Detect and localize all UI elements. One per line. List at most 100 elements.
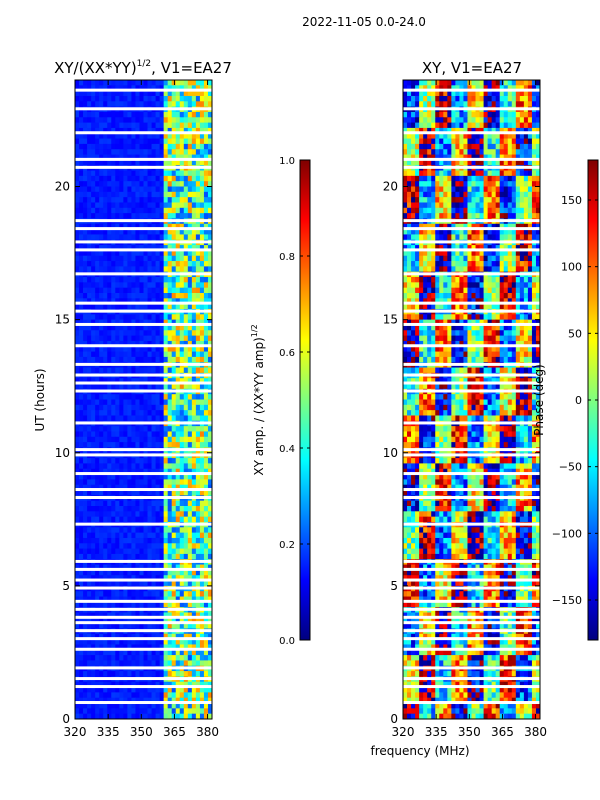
heatmap-cell bbox=[127, 617, 132, 624]
heatmap-cell bbox=[511, 138, 517, 145]
heatmap-cell bbox=[115, 197, 120, 203]
heatmap-cell bbox=[455, 202, 460, 209]
heatmap-cell bbox=[131, 186, 136, 193]
heatmap-cell bbox=[107, 277, 112, 283]
heatmap-cell bbox=[79, 655, 84, 661]
heatmap-cell bbox=[203, 617, 209, 624]
heatmap-cell bbox=[99, 601, 104, 608]
heatmap-cell bbox=[131, 229, 136, 235]
heatmap-cell bbox=[151, 713, 156, 720]
heatmap-cell bbox=[175, 591, 181, 597]
heatmap-cell bbox=[87, 122, 92, 129]
heatmap-cell bbox=[167, 330, 173, 336]
heatmap-cell bbox=[83, 245, 88, 251]
heatmap-cell bbox=[103, 713, 108, 720]
heatmap-cell bbox=[79, 287, 84, 294]
heatmap-cell bbox=[155, 181, 161, 187]
heatmap-cell bbox=[179, 351, 185, 358]
heatmap-cell bbox=[147, 101, 152, 108]
heatmap-cell bbox=[91, 159, 96, 166]
heatmap-cell bbox=[147, 234, 152, 241]
heatmap-cell bbox=[447, 95, 452, 102]
heatmap-cell bbox=[459, 170, 464, 177]
heatmap-cell bbox=[171, 426, 177, 432]
heatmap-cell bbox=[411, 149, 416, 155]
heatmap-cell bbox=[127, 143, 132, 150]
heatmap-cell bbox=[183, 117, 189, 124]
heatmap-cell bbox=[87, 143, 92, 150]
heatmap-cell bbox=[167, 122, 173, 129]
heatmap-cell bbox=[151, 649, 156, 656]
heatmap-cell bbox=[135, 170, 140, 177]
heatmap-cell bbox=[203, 335, 209, 342]
heatmap-cell bbox=[131, 346, 136, 352]
heatmap-cell bbox=[99, 335, 104, 342]
heatmap-cell bbox=[419, 127, 424, 134]
amplitude-colorbar-ticks: 0.00.20.40.60.81.0 bbox=[279, 156, 310, 647]
heatmap-cell bbox=[203, 154, 209, 161]
heatmap-cell bbox=[131, 639, 136, 645]
heatmap-cell bbox=[443, 181, 448, 187]
heatmap-cell bbox=[195, 713, 201, 720]
heatmap-cell bbox=[535, 133, 541, 139]
heatmap-cell bbox=[91, 250, 96, 257]
heatmap-cell bbox=[103, 649, 108, 656]
heatmap-cell bbox=[503, 95, 509, 102]
heatmap-cell bbox=[139, 426, 144, 432]
heatmap-cell bbox=[83, 442, 88, 448]
heatmap-cell bbox=[175, 266, 181, 273]
heatmap-cell bbox=[87, 340, 92, 347]
heatmap-cell bbox=[119, 223, 124, 230]
heatmap-cell bbox=[171, 122, 177, 129]
heatmap-cell bbox=[95, 575, 100, 581]
heatmap-cell bbox=[111, 85, 116, 92]
heatmap-cell bbox=[75, 697, 80, 704]
heatmap-cell bbox=[187, 335, 193, 342]
heatmap-cell bbox=[95, 708, 100, 715]
heatmap-cell bbox=[203, 569, 209, 576]
heatmap-cell bbox=[167, 197, 173, 203]
heatmap-cell bbox=[135, 351, 140, 358]
heatmap-cell bbox=[99, 596, 104, 603]
heatmap-cell bbox=[87, 484, 92, 491]
heatmap-cell bbox=[535, 191, 541, 198]
heatmap-cell bbox=[427, 170, 432, 177]
heatmap-cell bbox=[111, 207, 116, 214]
heatmap-cell bbox=[491, 191, 497, 198]
heatmap-cell bbox=[79, 415, 84, 422]
heatmap-cell bbox=[91, 511, 96, 518]
flagged-row bbox=[75, 389, 212, 393]
heatmap-cell bbox=[111, 266, 116, 273]
heatmap-cell bbox=[187, 468, 193, 475]
heatmap-cell bbox=[123, 596, 128, 603]
heatmap-cell bbox=[107, 553, 112, 560]
heatmap-cell bbox=[183, 479, 189, 486]
heatmap-cell bbox=[447, 191, 452, 198]
heatmap-cell bbox=[115, 340, 120, 347]
heatmap-cell bbox=[103, 213, 108, 219]
heatmap-cell bbox=[127, 250, 132, 257]
heatmap-cell bbox=[143, 202, 148, 209]
heatmap-cell bbox=[167, 346, 173, 352]
heatmap-cell bbox=[131, 404, 136, 411]
heatmap-cell bbox=[171, 234, 177, 241]
heatmap-cell bbox=[151, 90, 156, 97]
heatmap-cell bbox=[167, 410, 173, 416]
heatmap-cell bbox=[83, 436, 88, 443]
heatmap-cell bbox=[143, 181, 148, 187]
heatmap-cell bbox=[199, 458, 205, 464]
heatmap-cell bbox=[75, 426, 80, 432]
heatmap-cell bbox=[95, 458, 100, 464]
heatmap-cell bbox=[135, 324, 140, 331]
heatmap-cell bbox=[467, 143, 472, 150]
heatmap-cell bbox=[175, 468, 181, 475]
heatmap-cell bbox=[123, 617, 128, 624]
heatmap-cell bbox=[499, 101, 505, 108]
heatmap-cell bbox=[203, 122, 209, 129]
heatmap-cell bbox=[179, 298, 185, 305]
heatmap-cell bbox=[411, 154, 416, 161]
heatmap-cell bbox=[163, 335, 169, 342]
heatmap-cell bbox=[455, 85, 460, 92]
heatmap-cell bbox=[79, 245, 84, 251]
heatmap-cell bbox=[475, 90, 480, 97]
